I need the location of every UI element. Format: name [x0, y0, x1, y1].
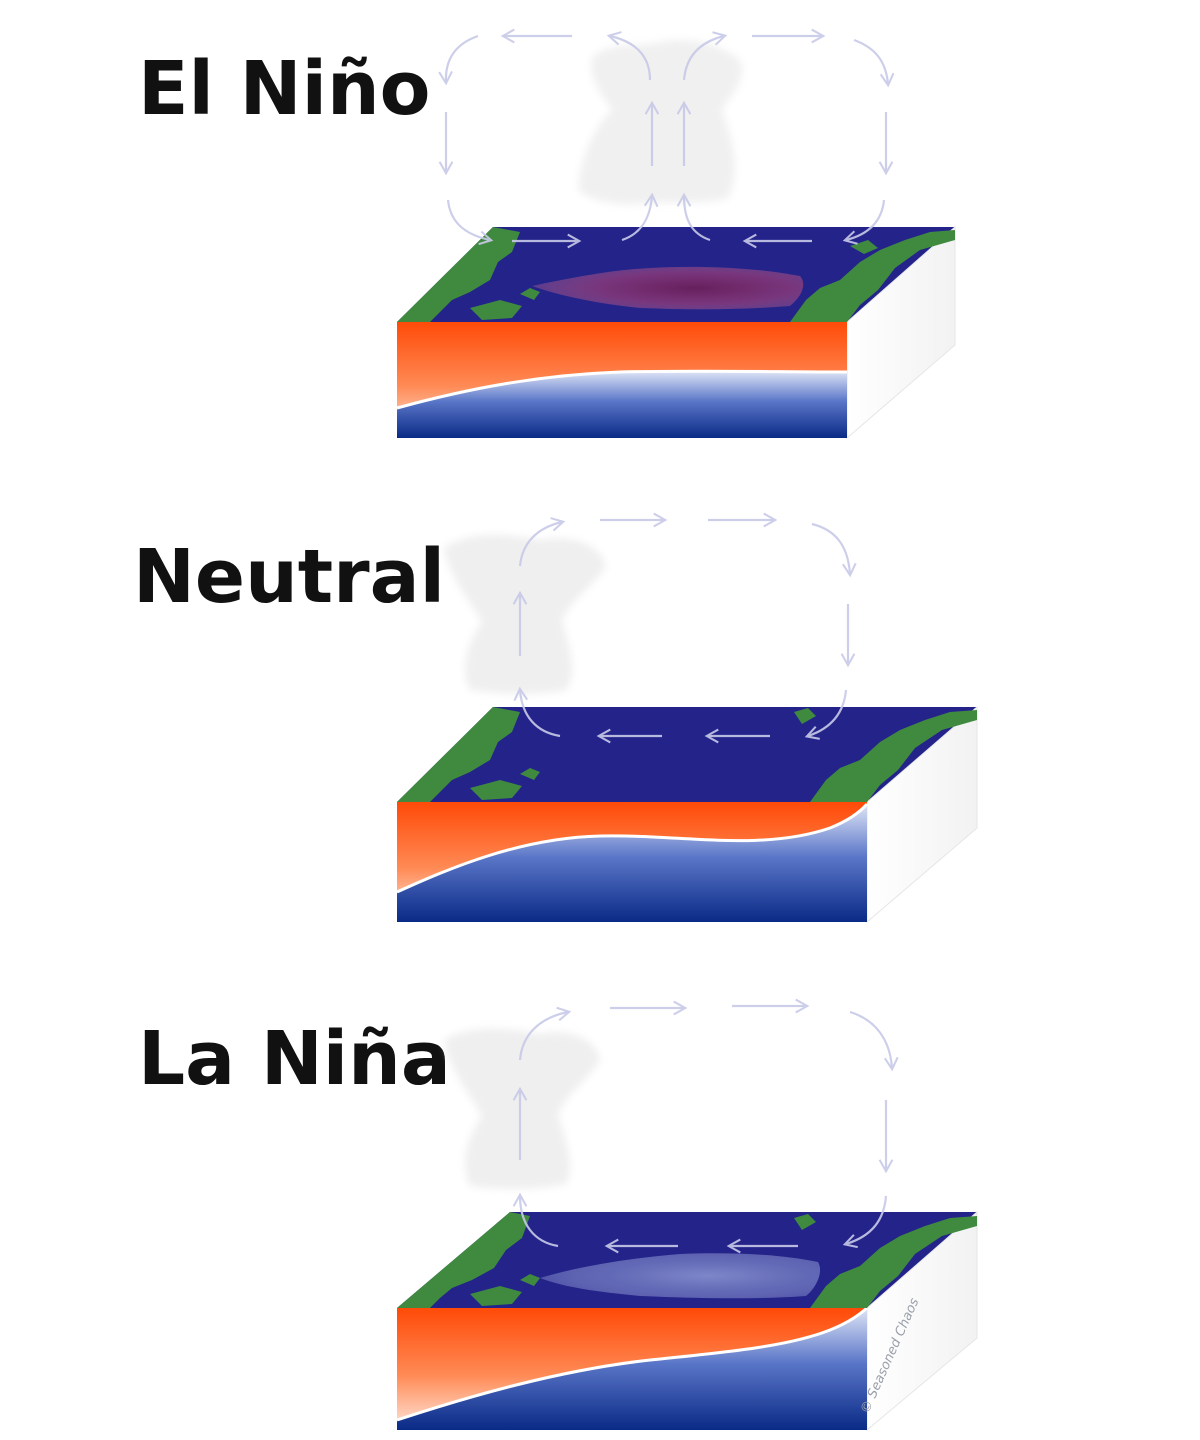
- arrow-icon: [842, 1195, 888, 1249]
- land-masses: [397, 1212, 977, 1308]
- panel-label-neutral: Neutral: [133, 534, 445, 620]
- land-masses: [397, 227, 955, 322]
- panel-la-nina: [396, 998, 978, 1432]
- ocean-box: [396, 1210, 978, 1432]
- thermocline: [396, 369, 848, 410]
- arrow-icon: [676, 192, 711, 242]
- cloud-icon: [444, 534, 606, 694]
- circulation-arrows: [512, 998, 899, 1254]
- circulation-arrows: [512, 512, 857, 744]
- thermocline: [396, 1306, 868, 1422]
- panel-label-el-nino: El Niño: [138, 46, 431, 132]
- circulation-arrows: [438, 28, 895, 249]
- arrow-icon: [512, 1192, 559, 1248]
- land-masses: [397, 707, 977, 802]
- arrow-icon: [811, 522, 857, 578]
- panel-el-nino: [396, 28, 956, 440]
- cool-anomaly: [540, 1253, 821, 1299]
- ocean-box: [396, 225, 956, 440]
- panel-label-la-nina: La Niña: [138, 1016, 451, 1102]
- arrow-icon: [606, 31, 652, 81]
- cold-layer: [397, 371, 847, 438]
- arrow-icon: [842, 199, 886, 245]
- arrow-icon: [804, 689, 848, 740]
- arrow-icon: [446, 199, 494, 246]
- warm-anomaly: [532, 266, 804, 310]
- arrow-icon: [518, 517, 566, 567]
- thermocline: [396, 803, 869, 894]
- cold-layer: [397, 804, 867, 922]
- cloud-icon: [444, 1028, 600, 1189]
- cold-layer: [397, 1308, 867, 1430]
- arrow-icon: [853, 38, 895, 88]
- arrow-icon: [682, 31, 728, 81]
- arrow-icon: [849, 1010, 899, 1072]
- arrow-icon: [438, 34, 479, 86]
- ocean-box: [396, 705, 978, 924]
- arrow-icon: [513, 686, 561, 738]
- cloud-icon: [578, 40, 743, 205]
- panel-neutral: [396, 512, 978, 924]
- arrow-icon: [621, 192, 659, 242]
- arrow-icon: [518, 1006, 572, 1061]
